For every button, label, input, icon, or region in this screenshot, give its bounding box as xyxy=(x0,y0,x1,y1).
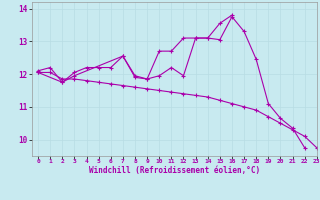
X-axis label: Windchill (Refroidissement éolien,°C): Windchill (Refroidissement éolien,°C) xyxy=(89,166,260,175)
